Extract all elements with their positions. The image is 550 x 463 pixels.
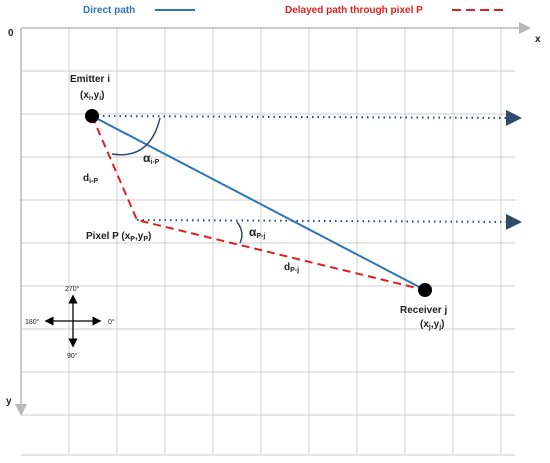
compass-east-label: 0° [108,318,115,326]
compass: 270° 0° 90° 180° [25,285,115,360]
grid [21,28,515,456]
d-i-p-label: di-P [83,173,98,185]
emitter-name: Emitter i [70,74,110,85]
direct-path-line [91,115,426,291]
receiver-coords: (xj,yj) [420,319,445,331]
alpha-i-p-label: αi-P [143,151,160,166]
x-axis-label: x [535,34,541,45]
alpha-p-j-label: αP-j [249,225,265,240]
receiver-node [418,283,432,297]
angle-arc-i-p [111,117,161,156]
angle-arc-p-j [236,221,243,244]
compass-north-label: 270° [65,285,80,293]
pixel-label: Pixel P (xP,yP) [86,231,151,243]
y-axis-label: y [6,396,12,407]
emitter-node [85,109,99,123]
pixel-reference-line [136,213,522,230]
legend-delayed-label: Delayed path through pixel P [285,5,423,16]
compass-west-label: 180° [25,318,40,326]
origin-label: 0 [8,28,14,39]
compass-south-label: 90° [67,352,78,360]
legend-direct-label: Direct path [83,5,135,16]
receiver-name: Receiver j [400,305,447,316]
d-p-j-label: dP-j [284,262,299,274]
emitter-coords: (xi,yi) [80,90,105,102]
emitter-reference-line [91,109,522,126]
